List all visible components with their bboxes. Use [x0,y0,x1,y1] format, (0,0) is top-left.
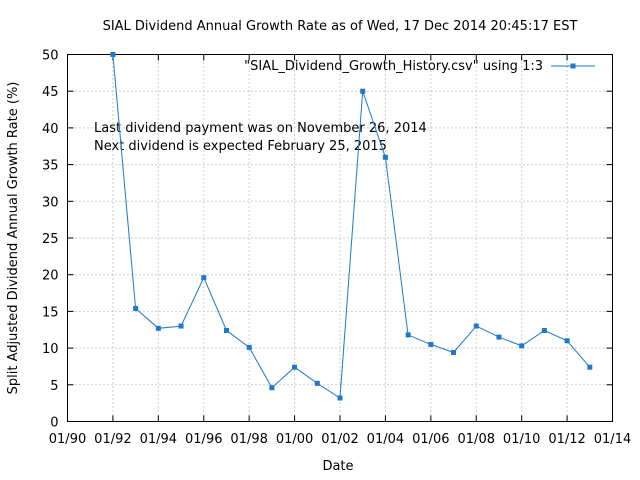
data-point [269,385,275,391]
data-point [178,323,184,329]
axis-ticks [67,54,613,422]
data-point [519,343,525,349]
x-tick-label: 01/90 [49,432,86,447]
annotation-last-dividend: Last dividend payment was on November 26… [94,121,427,136]
x-axis-label: Date [322,459,353,474]
y-tick-label: 30 [42,195,59,210]
x-tick-label: 01/98 [230,432,267,447]
data-point [155,325,161,331]
data-point [473,323,479,329]
data-point [337,395,343,401]
data-point [405,332,411,338]
data-point [246,344,252,350]
y-tick-label: 5 [50,379,58,394]
x-tick-label: 01/94 [140,432,177,447]
legend-label: "SIAL_Dividend_Growth_History.csv" using… [244,59,543,74]
y-tick-label: 45 [42,85,59,100]
data-point [496,334,502,340]
legend: "SIAL_Dividend_Growth_History.csv" using… [244,59,595,74]
x-tick-label: 01/96 [185,432,222,447]
x-tick-label: 01/04 [367,432,404,447]
chart-title: SIAL Dividend Annual Growth Rate as of W… [103,19,578,34]
y-tick-label: 40 [42,122,59,137]
y-tick-label: 0 [50,416,58,431]
data-point [564,338,570,344]
data-point [451,350,457,356]
data-point [133,305,139,311]
y-axis-label: Split Adjusted Dividend Annual Growth Ra… [6,82,21,395]
data-point [201,275,207,281]
grid [67,54,613,422]
x-tick-label: 01/00 [276,432,313,447]
y-tick-label: 35 [42,159,59,174]
x-tick-label: 01/06 [412,432,449,447]
annotation-next-dividend: Next dividend is expected February 25, 2… [94,139,387,154]
x-tick-labels: 01/90 01/92 01/94 01/96 01/98 01/00 01/02 01/04… [49,432,631,447]
x-tick-label: 01/12 [548,432,585,447]
data-point [428,341,434,347]
y-tick-label: 10 [42,342,59,357]
data-point [360,88,366,94]
data-point [314,380,320,386]
x-tick-label: 01/14 [594,432,631,447]
y-tick-label: 50 [42,49,59,64]
legend-marker [570,63,576,69]
data-point [292,364,298,370]
data-point [382,154,388,160]
data-point [587,364,593,370]
y-tick-label: 25 [42,232,59,247]
y-tick-label: 15 [42,305,59,320]
series-points [110,52,593,401]
x-tick-label: 01/08 [458,432,495,447]
data-point [541,327,547,333]
y-tick-label: 20 [42,269,59,284]
data-point [110,52,116,57]
x-tick-label: 01/10 [503,432,540,447]
y-tick-labels: 0 5 10 15 20 25 30 35 40 45 50 [42,49,59,431]
x-tick-label: 01/02 [321,432,358,447]
x-tick-label: 01/92 [94,432,131,447]
series-line [112,54,591,399]
data-point [223,327,229,333]
